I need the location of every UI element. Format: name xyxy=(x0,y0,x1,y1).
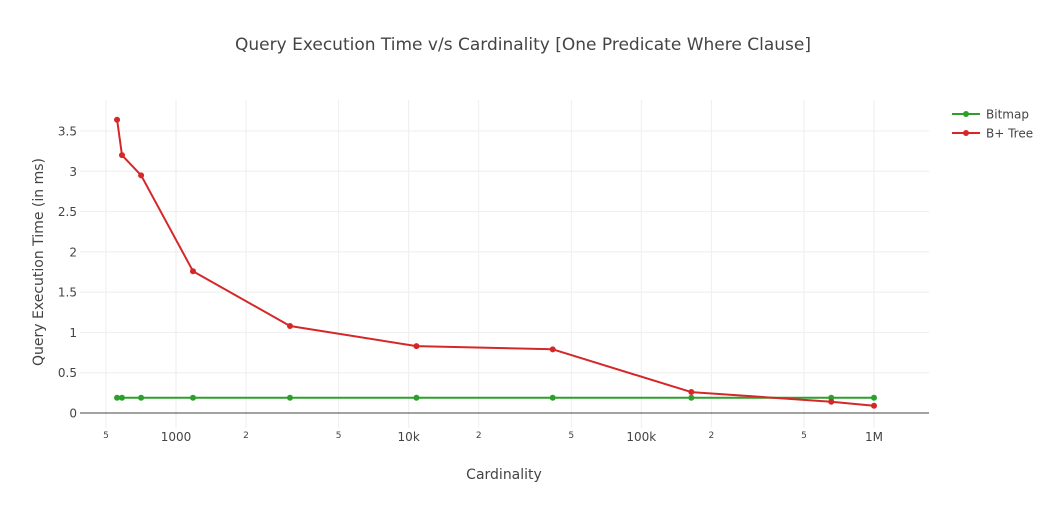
x-tick-label: 2 xyxy=(476,431,482,441)
data-point-bitmap[interactable] xyxy=(138,394,145,401)
data-point-bplus-tree[interactable] xyxy=(138,172,145,179)
data-point-bitmap[interactable] xyxy=(871,394,877,401)
y-tick-label: 3.5 xyxy=(58,125,77,139)
data-point-bitmap[interactable] xyxy=(286,394,293,401)
data-point-bitmap[interactable] xyxy=(549,394,556,401)
x-tick-label: 10k xyxy=(398,430,420,444)
x-tick-label: 5 xyxy=(568,431,574,441)
data-point-bitmap[interactable] xyxy=(118,394,125,401)
series-line-bplus-tree xyxy=(116,119,875,407)
data-point-bplus-tree[interactable] xyxy=(549,346,556,353)
data-point-bitmap[interactable] xyxy=(189,394,196,401)
legend-label-bitmap: Bitmap xyxy=(986,108,1029,122)
data-point-bplus-tree[interactable] xyxy=(413,343,420,350)
data-point-bplus-tree[interactable] xyxy=(871,402,877,409)
data-point-bplus-tree[interactable] xyxy=(189,268,196,275)
x-tick-label: 1000 xyxy=(161,430,192,444)
legend-label-bplus-tree: B+ Tree xyxy=(986,127,1033,141)
chart-title: Query Execution Time v/s Cardinality [On… xyxy=(235,35,811,55)
data-point-bplus-tree[interactable] xyxy=(828,398,835,405)
data-point-bplus-tree[interactable] xyxy=(118,152,125,159)
data-point-bitmap[interactable] xyxy=(688,394,695,401)
x-tick-label: 100k xyxy=(626,430,656,444)
x-tick-label: 5 xyxy=(336,431,342,441)
x-tick-label: 2 xyxy=(243,431,249,441)
y-tick-label: 2 xyxy=(69,245,77,259)
x-gridlines xyxy=(105,100,875,428)
y-axis-ticks: 0 0.5 1 1.5 2 2.5 3 3.5 xyxy=(58,125,77,421)
x-tick-label: 2 xyxy=(709,431,715,441)
y-tick-label: 0.5 xyxy=(58,366,77,380)
plot-area xyxy=(114,116,877,409)
legend-marker-bitmap xyxy=(963,111,969,117)
y-tick-label: 2.5 xyxy=(58,205,77,219)
y-tick-label: 1.5 xyxy=(58,286,77,300)
data-point-bplus-tree[interactable] xyxy=(286,322,293,329)
x-axis-ticks: 5 1000 2 5 10k 2 5 100k 2 5 1M xyxy=(103,430,883,444)
data-point-bitmap[interactable] xyxy=(114,394,121,401)
series-bplus-tree xyxy=(114,116,877,409)
legend: Bitmap B+ Tree xyxy=(952,108,1033,141)
y-tick-label: 3 xyxy=(69,165,77,179)
y-tick-label: 1 xyxy=(69,326,77,340)
y-axis-title: Query Execution Time (in ms) xyxy=(31,158,47,366)
data-point-bplus-tree[interactable] xyxy=(688,389,695,396)
legend-marker-bplus-tree xyxy=(963,130,969,136)
x-tick-label: 5 xyxy=(103,431,109,441)
x-tick-label: 5 xyxy=(801,431,807,441)
legend-item-bitmap[interactable]: Bitmap xyxy=(952,108,1029,122)
legend-item-bplus-tree[interactable]: B+ Tree xyxy=(952,127,1033,141)
data-point-bitmap[interactable] xyxy=(413,394,420,401)
data-point-bplus-tree[interactable] xyxy=(114,116,121,123)
y-tick-label: 0 xyxy=(69,407,77,421)
x-tick-label: 1M xyxy=(865,430,883,444)
y-gridlines xyxy=(80,130,929,374)
x-axis-title: Cardinality xyxy=(466,467,542,483)
